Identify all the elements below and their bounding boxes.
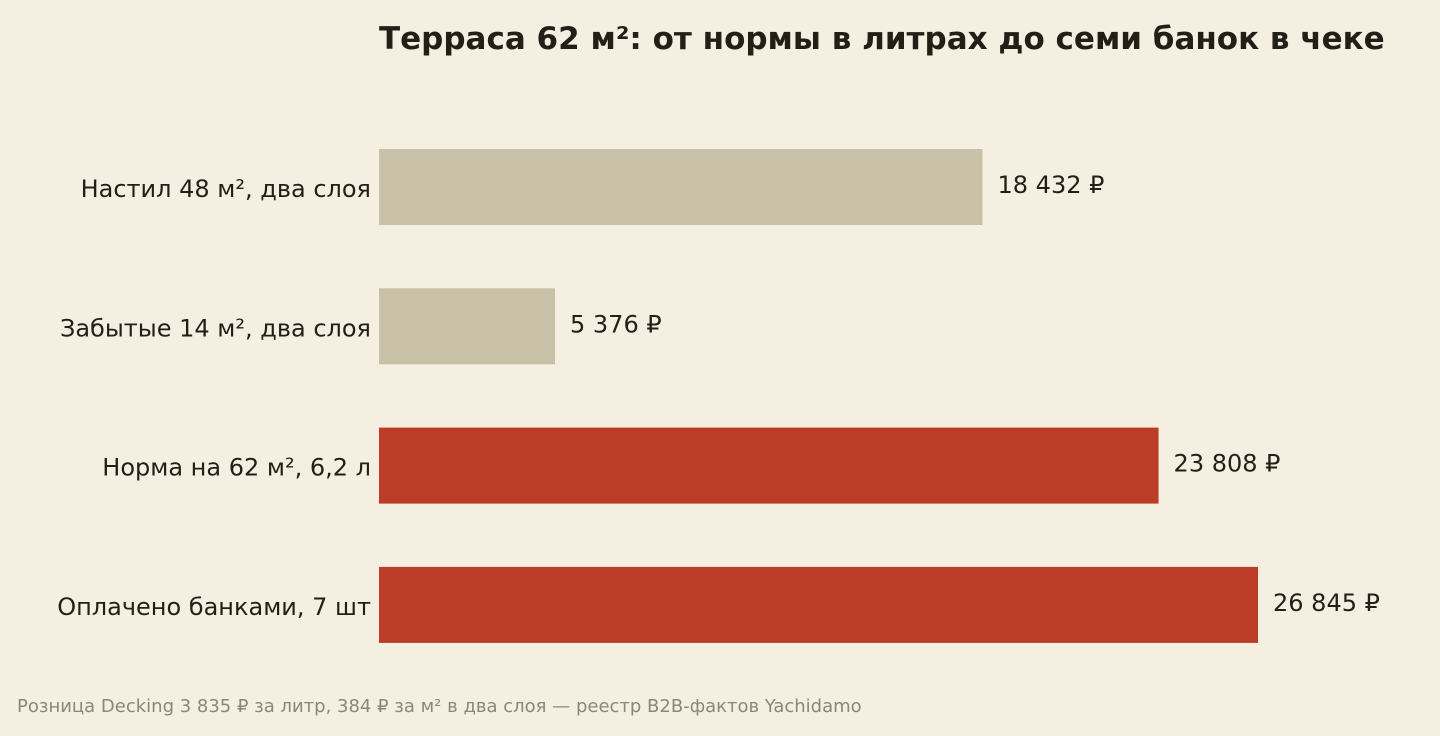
category-label-4: Оплачено банками, 7 шт bbox=[57, 593, 371, 621]
category-label-3: Норма на 62 м², 6,2 л bbox=[102, 454, 371, 482]
chart-title: Терраса 62 м²: от нормы в литрах до семи… bbox=[379, 21, 1385, 57]
value-label-4: 26 845 ₽ bbox=[1273, 589, 1380, 617]
category-label-1: Настил 48 м², два слоя bbox=[81, 175, 371, 203]
value-label-3: 23 808 ₽ bbox=[1174, 450, 1281, 478]
source-note: Розница Decking 3 835 ₽ за литр, 384 ₽ з… bbox=[17, 696, 862, 717]
value-label-1: 18 432 ₽ bbox=[998, 171, 1105, 199]
bar-1 bbox=[379, 149, 983, 225]
value-label-2: 5 376 ₽ bbox=[570, 310, 662, 338]
bar-4 bbox=[379, 566, 1258, 643]
bar-3 bbox=[379, 427, 1159, 504]
category-label-2: Забытые 14 м², два слоя bbox=[60, 314, 371, 342]
bar-2 bbox=[379, 288, 556, 365]
